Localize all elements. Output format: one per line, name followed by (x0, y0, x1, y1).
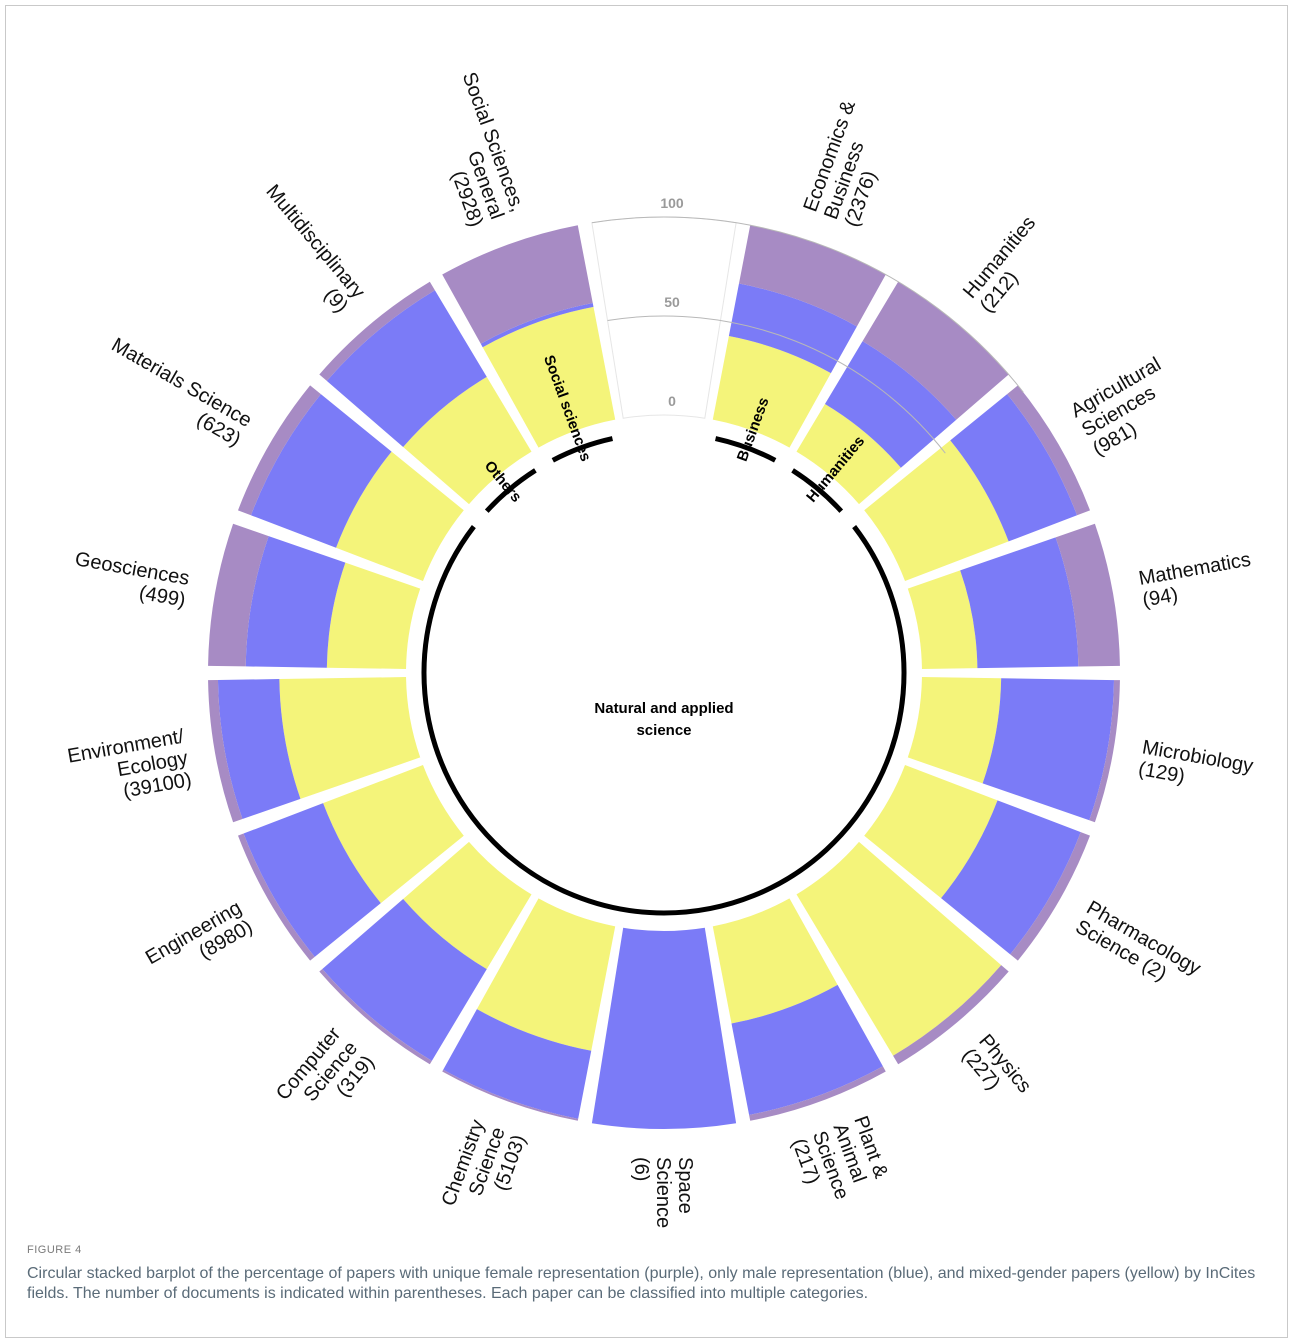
bar-multidisciplinary-female (319, 281, 435, 381)
label-line: Multidisciplinary (261, 181, 369, 303)
bar-economics-female (738, 225, 886, 327)
label-materials-science: Materials Science(623) (97, 334, 256, 451)
group-arc-social-sciences (551, 436, 614, 463)
bar-pharmacology-mixed (864, 765, 998, 899)
bar-environment-female (208, 680, 243, 823)
label-line: Geosciences (73, 548, 191, 590)
bar-computer-male (322, 898, 487, 1061)
group-label-line: science (636, 722, 691, 739)
bar-materials-science-female (238, 385, 321, 516)
bar-economics-mixed (712, 336, 831, 448)
label-mathematics: Mathematics(94) (1137, 549, 1256, 612)
bar-mathematics-mixed (907, 570, 978, 669)
group-label-line: Natural and applied (594, 700, 733, 717)
label-line: (94) (1141, 584, 1180, 612)
bar-pharmacology-female (1010, 832, 1090, 961)
tick-label-0: 0 (668, 393, 676, 409)
bar-plant-male (731, 984, 883, 1115)
bar-geosciences-mixed (326, 562, 421, 669)
gridline-100 (591, 216, 1024, 393)
bar-chemistry-mixed (476, 898, 616, 1051)
bar-physics-female (893, 965, 1009, 1065)
bar-engineering-male (243, 803, 381, 957)
bar-computer-mixed (403, 841, 532, 970)
label-space: SpaceScience(6) (630, 1157, 696, 1228)
label-chemistry: ChemistryScience(5103) (438, 1117, 531, 1224)
group-arc-natural-and-applied-science (421, 525, 907, 916)
bar-social-sciences-mixed (482, 306, 616, 448)
label-agricultural: AgriculturalSciences(981) (1067, 353, 1187, 460)
label-line: Mathematics (1137, 549, 1252, 590)
bar-agricultural-female (1007, 385, 1090, 516)
gridline-50 (607, 315, 946, 454)
label-pharmacology: PharmacologyScience (2) (1072, 897, 1205, 999)
bar-materials-science-mixed (336, 451, 464, 581)
bar-geosciences-male (245, 536, 346, 668)
bar-microbiology-mixed (907, 677, 1002, 784)
bar-plant-female (749, 1066, 886, 1121)
bar-social-sciences-male (480, 302, 594, 348)
bar-engineering-mixed (323, 765, 464, 904)
bar-humanities-mixed (796, 404, 901, 505)
bar-agricultural-male (950, 394, 1078, 542)
label-economics: Economics &Business(2376) (799, 97, 901, 230)
bar-plant-mixed (712, 898, 838, 1024)
figure-caption: Circular stacked barplot of the percenta… (27, 1265, 1256, 1302)
label-physics: Physics(227) (957, 1030, 1035, 1111)
bar-gap-layer (591, 216, 737, 419)
figure-frame: 0 50 100 Business Humanities Natural and app… (5, 5, 1288, 1338)
bar-environment-male (217, 679, 301, 819)
label-line: Science (652, 1157, 674, 1228)
label-engineering: Engineering(8980) (142, 897, 256, 988)
label-environment: Environment/Ecology(39100) (66, 725, 194, 811)
bar-physics-mixed (796, 841, 1002, 1056)
bar-computer-female (319, 968, 432, 1065)
bar-multidisciplinary-mixed (403, 376, 532, 505)
bar-chemistry-male (443, 1009, 592, 1119)
group-arc-humanities (791, 468, 844, 513)
bar-microbiology-male (982, 678, 1115, 821)
tick-label-50: 50 (664, 294, 680, 310)
label-humanities: Humanities(212) (959, 212, 1057, 317)
label-geosciences: Geosciences(499) (69, 548, 191, 611)
bar-pharmacology-male (941, 800, 1081, 955)
label-computer: ComputerScience(319) (272, 1023, 379, 1133)
tick-label-100: 100 (660, 195, 684, 211)
label-line: (6) (630, 1157, 652, 1181)
label-plant: Plant &AnimalScience(217) (787, 1113, 894, 1210)
bar-engineering-female (238, 833, 315, 961)
label-microbiology: Microbiology(129) (1137, 736, 1255, 799)
label-line: Space (674, 1157, 696, 1214)
radial-axis: 0 50 100 (591, 195, 1024, 454)
group-arc-business (714, 436, 777, 463)
bar-space-male (591, 927, 737, 1129)
bar-agricultural-mixed (864, 440, 1009, 581)
figure-label: FIGURE 4 (27, 1244, 82, 1256)
label-multidisciplinary: Multidisciplinary(9) (245, 181, 369, 317)
bar-environment-mixed (279, 677, 421, 799)
label-social-sciences: Social Sciences,General(2928) (416, 69, 528, 229)
label-line: Materials Science (108, 334, 256, 432)
bar-multidisciplinary-male (326, 290, 487, 448)
axis-slot (591, 216, 737, 419)
bar-social-sciences-female (442, 225, 593, 344)
bar-microbiology-female (1089, 680, 1120, 823)
bar-mathematics-female (1055, 523, 1120, 667)
group-arc-others (484, 468, 537, 513)
bar-economics-male (728, 283, 857, 374)
bar-mathematics-male (960, 537, 1079, 669)
bar-humanities-female (862, 281, 1009, 420)
bar-materials-science-male (250, 394, 392, 548)
group-label-natural-and-applied-science: Natural and applied science (594, 700, 733, 739)
bar-geosciences-female (208, 523, 269, 667)
